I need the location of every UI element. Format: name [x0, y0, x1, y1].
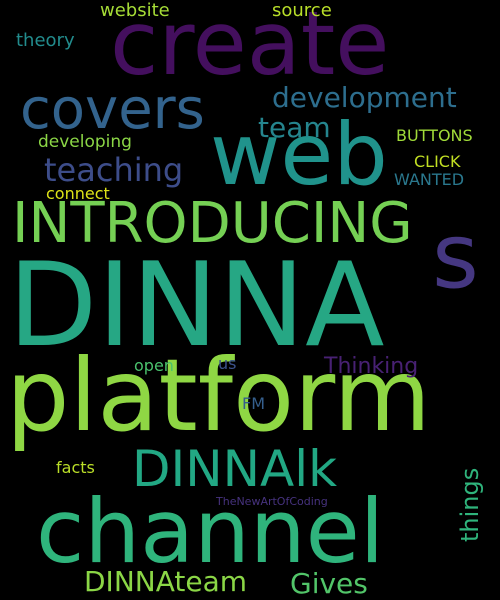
word-development: development: [272, 81, 457, 114]
word-open: open: [134, 356, 174, 375]
word-gives: Gives: [290, 567, 368, 600]
word-covers: covers: [20, 77, 205, 142]
word-buttons: BUTTONS: [396, 126, 473, 145]
word-thinking: Thinking: [324, 354, 419, 379]
word-fm: FM: [242, 394, 266, 413]
word-s: s: [432, 204, 479, 309]
word-theory: theory: [16, 30, 75, 51]
word-click: CLICK: [414, 152, 461, 171]
word-introducing: INTRODUCING: [12, 191, 413, 256]
word-channel: channel: [36, 480, 385, 583]
word-web: web: [210, 105, 388, 205]
word-connect: connect: [46, 184, 110, 203]
word-dinnalk: DINNAlk: [132, 440, 338, 498]
word-thenewartofcoding: TheNewArtOfCoding: [216, 495, 328, 508]
word-source: source: [272, 0, 332, 21]
word-teaching: teaching: [44, 151, 184, 189]
word-create: create: [110, 0, 390, 95]
word-dinnateam: DINNAteam: [84, 565, 248, 598]
word-platform: platform: [6, 337, 431, 454]
word-team: team: [258, 111, 331, 144]
word-facts: facts: [56, 458, 95, 477]
word-things: things: [456, 467, 484, 542]
word-wanted: WANTED: [394, 170, 465, 189]
word-developing: developing: [38, 132, 132, 152]
word-website: website: [100, 0, 170, 21]
word-us: us: [218, 354, 237, 373]
word-dinna: DINNA: [8, 238, 385, 373]
